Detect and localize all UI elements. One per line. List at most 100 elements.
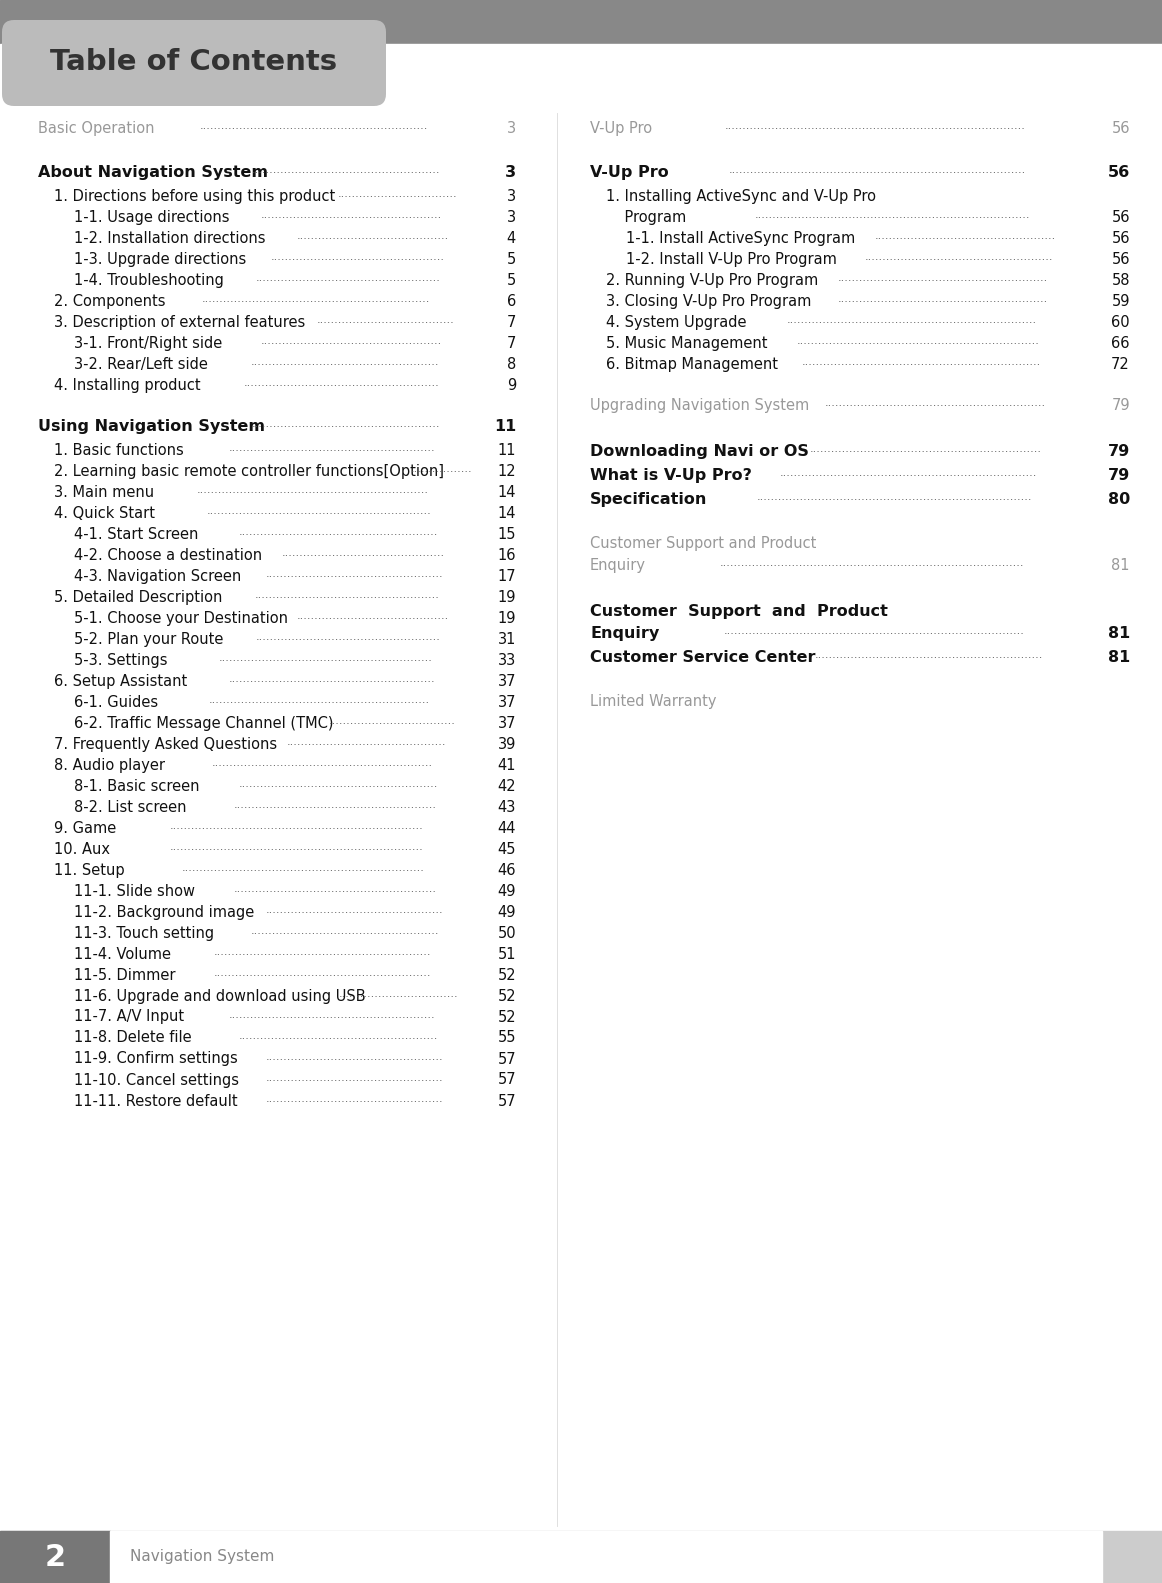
Text: V-Up Pro: V-Up Pro bbox=[590, 165, 669, 179]
Text: 2. Learning basic remote controller functions[Option]: 2. Learning basic remote controller func… bbox=[53, 464, 444, 478]
Text: 43: 43 bbox=[497, 799, 516, 815]
Text: 8-2. List screen: 8-2. List screen bbox=[74, 799, 186, 815]
Text: 5: 5 bbox=[507, 272, 516, 288]
Text: ····························································: ········································… bbox=[214, 970, 431, 981]
Text: 11-6. Upgrade and download using USB: 11-6. Upgrade and download using USB bbox=[74, 988, 366, 1004]
Text: Navigation System: Navigation System bbox=[130, 1550, 274, 1564]
Text: 42: 42 bbox=[497, 779, 516, 793]
Text: 33: 33 bbox=[497, 652, 516, 668]
Text: Enquiry: Enquiry bbox=[590, 557, 646, 573]
Text: 11-4. Volume: 11-4. Volume bbox=[74, 947, 171, 961]
Text: 31: 31 bbox=[497, 632, 516, 646]
Text: 19: 19 bbox=[497, 589, 516, 605]
Text: About Navigation System: About Navigation System bbox=[38, 165, 268, 179]
Text: 39: 39 bbox=[497, 736, 516, 752]
Text: What is V-Up Pro?: What is V-Up Pro? bbox=[590, 467, 752, 483]
Text: 57: 57 bbox=[497, 1094, 516, 1108]
Text: 49: 49 bbox=[497, 883, 516, 899]
Text: 4. System Upgrade: 4. System Upgrade bbox=[607, 315, 746, 329]
Text: Specification: Specification bbox=[590, 491, 708, 507]
Text: 6. Setup Assistant: 6. Setup Assistant bbox=[53, 673, 187, 689]
Text: ···································································: ········································… bbox=[796, 339, 1039, 348]
Text: ··················································: ········································… bbox=[260, 339, 442, 348]
Text: 50: 50 bbox=[497, 926, 516, 940]
Text: Using Navigation System: Using Navigation System bbox=[38, 418, 265, 434]
Text: Limited Warranty: Limited Warranty bbox=[590, 693, 717, 709]
Text: ···················································: ········································… bbox=[256, 635, 440, 644]
Text: Downloading Navi or OS: Downloading Navi or OS bbox=[590, 443, 809, 459]
Text: 6. Bitmap Management: 6. Bitmap Management bbox=[607, 356, 779, 372]
Text: 4: 4 bbox=[507, 231, 516, 245]
Text: 11: 11 bbox=[494, 418, 516, 434]
Text: 11-7. A/V Input: 11-7. A/V Input bbox=[74, 1010, 184, 1024]
Text: 11. Setup: 11. Setup bbox=[53, 863, 124, 877]
Text: 81: 81 bbox=[1112, 557, 1129, 573]
Text: 4-2. Choose a destination: 4-2. Choose a destination bbox=[74, 548, 263, 562]
Text: 1. Directions before using this product: 1. Directions before using this product bbox=[53, 188, 336, 204]
Text: 16: 16 bbox=[497, 548, 516, 562]
Text: ·················: ················· bbox=[411, 467, 473, 476]
Text: 56: 56 bbox=[1112, 209, 1129, 225]
Bar bbox=[0, 1531, 110, 1583]
Text: ··················································: ········································… bbox=[260, 214, 442, 223]
Bar bbox=[110, 1531, 1102, 1583]
Text: 37: 37 bbox=[497, 716, 516, 730]
Text: 79: 79 bbox=[1111, 397, 1129, 413]
Text: 81: 81 bbox=[1107, 625, 1129, 641]
Text: 11-8. Delete file: 11-8. Delete file bbox=[74, 1031, 192, 1045]
Text: ···································: ··································· bbox=[329, 719, 456, 730]
Text: 6-1. Guides: 6-1. Guides bbox=[74, 695, 158, 709]
Text: ························································: ········································… bbox=[234, 886, 437, 898]
Text: Table of Contents: Table of Contents bbox=[50, 47, 338, 76]
Text: 11: 11 bbox=[497, 443, 516, 457]
Text: ················································································: ········································… bbox=[725, 123, 1026, 135]
Text: 1-1. Usage directions: 1-1. Usage directions bbox=[74, 209, 230, 225]
Text: 52: 52 bbox=[497, 988, 516, 1004]
Text: 3. Main menu: 3. Main menu bbox=[53, 484, 155, 500]
Text: 55: 55 bbox=[497, 1031, 516, 1045]
Text: ·······················································: ········································… bbox=[239, 782, 438, 792]
Text: 3-1. Front/Right side: 3-1. Front/Right side bbox=[74, 336, 222, 350]
Text: ·················································: ········································… bbox=[265, 1076, 443, 1086]
Text: ············································: ········································… bbox=[287, 739, 446, 750]
Text: 79: 79 bbox=[1107, 443, 1129, 459]
Text: ············································································: ········································… bbox=[758, 495, 1033, 505]
Text: 14: 14 bbox=[497, 484, 516, 500]
Text: 56: 56 bbox=[1112, 231, 1129, 245]
Text: 14: 14 bbox=[497, 505, 516, 521]
Text: ················································································: ········································… bbox=[729, 168, 1026, 177]
Text: ·······························································: ········································… bbox=[816, 654, 1043, 663]
Text: 79: 79 bbox=[1107, 467, 1129, 483]
Text: ·······································································: ········································… bbox=[780, 472, 1038, 481]
Text: ·············································: ········································… bbox=[282, 551, 445, 560]
Text: 2. Components: 2. Components bbox=[53, 293, 165, 309]
Text: 3: 3 bbox=[507, 120, 516, 136]
Text: ·····························································: ········································… bbox=[209, 698, 430, 708]
Text: 1-3. Upgrade directions: 1-3. Upgrade directions bbox=[74, 252, 246, 266]
Text: 37: 37 bbox=[497, 695, 516, 709]
Text: 7: 7 bbox=[507, 336, 516, 350]
Text: 5. Detailed Description: 5. Detailed Description bbox=[53, 589, 222, 605]
Text: 9. Game: 9. Game bbox=[53, 820, 116, 836]
Text: ···················································: ········································… bbox=[254, 594, 440, 603]
Text: Customer  Support  and  Product: Customer Support and Product bbox=[590, 603, 888, 619]
Text: 2: 2 bbox=[44, 1542, 65, 1572]
Text: ·································: ································· bbox=[338, 192, 458, 203]
Text: 57: 57 bbox=[497, 1051, 516, 1067]
FancyBboxPatch shape bbox=[2, 21, 386, 106]
Text: ·····································································: ········································… bbox=[787, 318, 1037, 328]
Text: 12: 12 bbox=[497, 464, 516, 478]
Text: ····························································: ········································… bbox=[214, 950, 431, 959]
Text: 3: 3 bbox=[507, 209, 516, 225]
Text: 8-1. Basic screen: 8-1. Basic screen bbox=[74, 779, 200, 793]
Text: 8: 8 bbox=[507, 356, 516, 372]
Text: ··································································: ········································… bbox=[802, 359, 1041, 370]
Text: ······································································: ········································… bbox=[170, 825, 424, 834]
Text: Program: Program bbox=[607, 209, 687, 225]
Text: ···························································: ········································… bbox=[218, 655, 433, 666]
Text: ······································································: ········································… bbox=[170, 845, 424, 855]
Text: 6-2. Traffic Message Channel (TMC): 6-2. Traffic Message Channel (TMC) bbox=[74, 716, 333, 730]
Text: ····················································: ········································… bbox=[252, 168, 440, 177]
Text: 10. Aux: 10. Aux bbox=[53, 842, 110, 856]
Text: 60: 60 bbox=[1111, 315, 1129, 329]
